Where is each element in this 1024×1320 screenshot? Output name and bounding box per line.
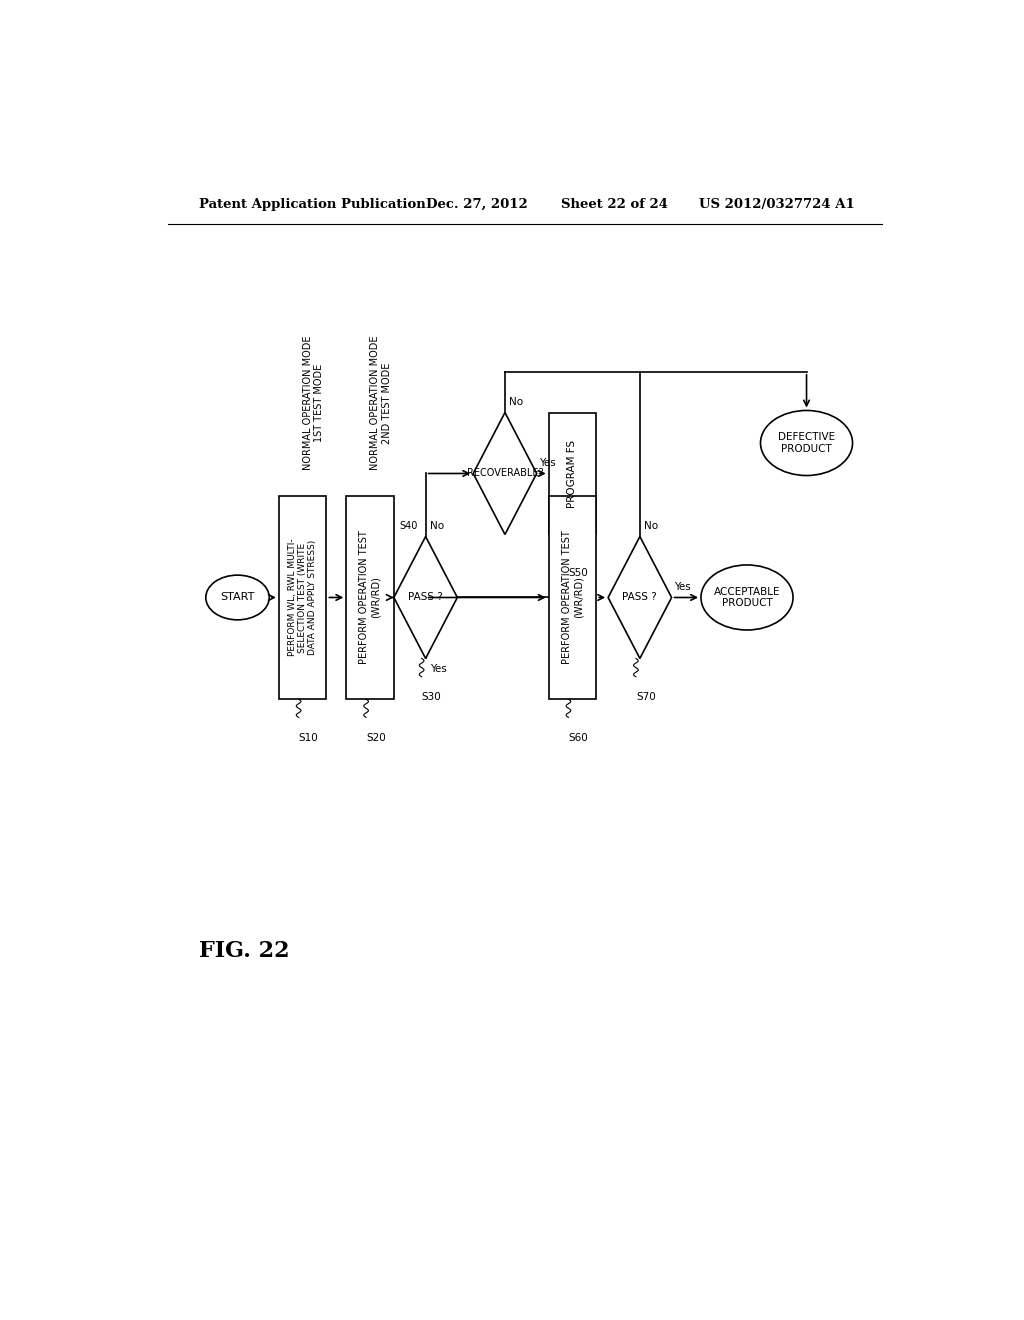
Bar	[549, 413, 596, 535]
Text: PERFORM WL, RWL MULTI-
SELECTION TEST (WRITE
DATA AND APPLY STRESS): PERFORM WL, RWL MULTI- SELECTION TEST (W…	[288, 539, 317, 656]
Text: PERFORM OPERATION TEST
(WR/RD): PERFORM OPERATION TEST (WR/RD)	[561, 531, 584, 664]
Text: PASS ?: PASS ?	[623, 593, 657, 602]
Text: Yes: Yes	[674, 582, 691, 593]
Text: No: No	[644, 521, 658, 532]
Text: No: No	[509, 397, 523, 408]
Text: S40: S40	[399, 521, 418, 532]
Text: FIG. 22: FIG. 22	[200, 940, 290, 962]
Bar	[346, 496, 394, 700]
Text: S10: S10	[299, 733, 318, 743]
Text: US 2012/0327724 A1: US 2012/0327724 A1	[699, 198, 855, 211]
Text: DEFECTIVE
PRODUCT: DEFECTIVE PRODUCT	[778, 432, 836, 454]
Bar	[549, 496, 596, 700]
Text: PERFORM OPERATION TEST
(WR/RD): PERFORM OPERATION TEST (WR/RD)	[359, 531, 381, 664]
Polygon shape	[473, 412, 537, 535]
Text: S70: S70	[636, 692, 655, 702]
Text: ACCEPTABLE
PRODUCT: ACCEPTABLE PRODUCT	[714, 586, 780, 609]
Ellipse shape	[761, 411, 853, 475]
Text: PASS ?: PASS ?	[409, 593, 443, 602]
Ellipse shape	[701, 565, 793, 630]
Text: NORMAL OPERATION MODE
1ST TEST MODE: NORMAL OPERATION MODE 1ST TEST MODE	[303, 335, 325, 470]
Bar	[279, 496, 327, 700]
Text: NORMAL OPERATION MODE
2ND TEST MODE: NORMAL OPERATION MODE 2ND TEST MODE	[370, 335, 391, 470]
Text: Dec. 27, 2012: Dec. 27, 2012	[426, 198, 527, 211]
Text: PROGRAM FS: PROGRAM FS	[567, 440, 578, 508]
Polygon shape	[394, 536, 458, 659]
Text: Yes: Yes	[539, 458, 556, 469]
Text: No: No	[430, 521, 443, 532]
Text: Sheet 22 of 24: Sheet 22 of 24	[560, 198, 668, 211]
Text: S30: S30	[422, 692, 441, 702]
Text: Yes: Yes	[430, 664, 446, 673]
Text: S50: S50	[568, 568, 588, 578]
Polygon shape	[608, 536, 672, 659]
Text: S20: S20	[367, 733, 386, 743]
Text: Patent Application Publication: Patent Application Publication	[200, 198, 426, 211]
Text: RECOVERABLE?: RECOVERABLE?	[467, 469, 544, 478]
Text: S60: S60	[568, 733, 588, 743]
Text: START: START	[220, 593, 255, 602]
Ellipse shape	[206, 576, 269, 620]
